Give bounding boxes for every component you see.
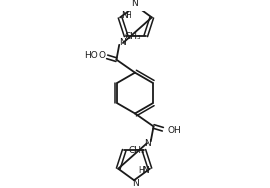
Text: N: N [144,139,150,148]
Text: N: N [120,39,126,47]
Text: N: N [121,11,128,20]
Text: OH: OH [167,126,181,135]
Text: N: N [133,179,139,187]
Text: HO: HO [84,51,98,60]
Text: N: N [131,0,137,8]
Text: O: O [98,52,105,61]
Text: CH₃: CH₃ [129,146,146,155]
Text: H: H [126,11,131,20]
Text: N: N [142,166,149,175]
Text: CH₃: CH₃ [124,32,141,41]
Text: H: H [139,166,144,175]
